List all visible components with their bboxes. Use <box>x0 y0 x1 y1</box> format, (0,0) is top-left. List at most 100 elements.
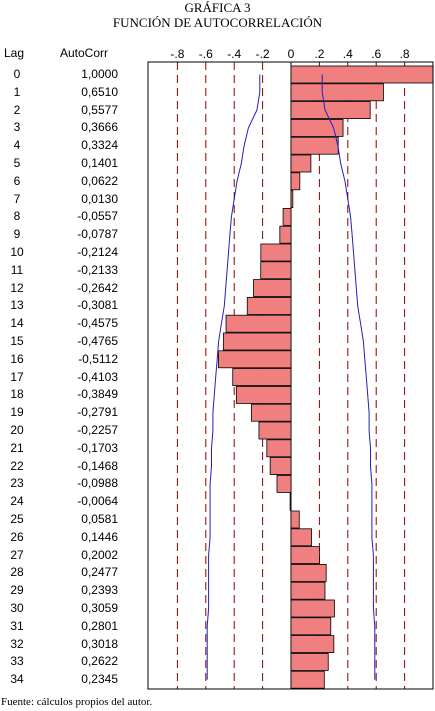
bar <box>290 564 327 582</box>
autocorr-value: -0,2642 <box>77 280 118 295</box>
lag-label: 13 <box>10 298 24 313</box>
bar <box>290 154 312 173</box>
lag-label: 34 <box>10 672 24 687</box>
autocorr-value: 0,2393 <box>81 583 118 598</box>
x-tick-label: 0 <box>288 47 295 61</box>
confidence-bounds <box>206 74 376 680</box>
autocorr-value: 0,2477 <box>81 565 118 580</box>
autocorr-value: -0,1468 <box>77 458 118 473</box>
autocorr-value: -0,4103 <box>77 369 118 384</box>
source-footnote: Fuente: cálculos propios del autor. <box>1 696 153 708</box>
chart-title-line2: FUNCIÓN DE AUTOCORRELACIÓN <box>112 15 323 30</box>
autocorr-value: 0,2002 <box>81 547 118 562</box>
lag-label: 10 <box>10 245 24 259</box>
lag-label: 8 <box>13 209 21 224</box>
lag-label: 4 <box>13 138 21 153</box>
lag-label: 0 <box>13 67 21 81</box>
lag-label: 12 <box>10 280 24 295</box>
bar <box>266 439 292 458</box>
autocorr-column-header: AutoCorr <box>60 46 109 60</box>
lag-column-header: Lag <box>4 46 25 60</box>
bar <box>290 83 384 102</box>
lag-label: 2 <box>13 102 21 117</box>
lower-bound-line <box>206 74 261 680</box>
autocorr-value: -0,4765 <box>77 334 118 348</box>
lag-label: 1 <box>13 84 21 99</box>
autocorr-value: 0,0622 <box>81 173 118 188</box>
chart-title-line1: GRÁFICA 3 <box>184 0 251 15</box>
plot-frame <box>147 61 434 690</box>
bar <box>260 243 292 262</box>
autocorr-value: -0,2124 <box>77 245 118 259</box>
autocorr-value: 0,6510 <box>81 84 118 99</box>
autocorr-value: -0,1703 <box>77 440 118 455</box>
bar <box>235 385 292 404</box>
lag-label: 5 <box>13 156 21 170</box>
autocorr-value: 0,3018 <box>81 636 118 651</box>
autocorr-value: 0,1446 <box>81 529 118 544</box>
autocorr-value: 0,2801 <box>81 618 118 633</box>
lag-label: 28 <box>10 565 24 580</box>
bar <box>290 172 301 191</box>
autocorr-value: 0,2622 <box>81 654 118 669</box>
upper-bound-line <box>321 74 376 680</box>
autocorr-value: -0,3081 <box>77 298 118 313</box>
autocorr-value: -0,2133 <box>77 262 118 277</box>
x-tick-label: -.6 <box>199 47 213 61</box>
x-tick-label: -.2 <box>256 47 270 61</box>
lag-label: 31 <box>10 618 24 633</box>
bar <box>260 261 292 280</box>
autocorr-value: 0,0581 <box>81 512 118 526</box>
lag-label: 19 <box>10 405 24 420</box>
autocorr-value: -0,2791 <box>77 405 118 420</box>
bar <box>290 101 371 119</box>
bar <box>250 403 292 422</box>
autocorr-value: -0,0988 <box>77 476 118 491</box>
bars <box>218 65 434 689</box>
bar <box>290 119 344 137</box>
lag-label: 29 <box>10 583 24 598</box>
lag-label: 9 <box>13 227 21 242</box>
lag-label: 22 <box>10 458 24 473</box>
autocorr-value: 0,3666 <box>81 120 118 135</box>
bar <box>282 207 292 226</box>
bar <box>222 332 292 351</box>
lag-label: 33 <box>10 654 24 669</box>
bar <box>218 350 292 369</box>
lag-label: 21 <box>10 440 24 455</box>
bar <box>269 457 292 476</box>
bar <box>290 546 320 564</box>
lag-label: 27 <box>10 547 24 562</box>
bar <box>290 528 312 547</box>
lag-label: 17 <box>10 369 24 384</box>
x-tick-labels: -.8 -.6 -.4 -.2 0 .2 .4 .6 .8 <box>170 47 410 61</box>
autocorr-value: 0,5577 <box>81 102 118 117</box>
x-tick-label: .2 <box>314 47 324 61</box>
bar <box>290 510 300 529</box>
bar <box>253 279 292 298</box>
lag-label: 30 <box>10 601 24 615</box>
autocorr-value: 0,3059 <box>81 601 118 615</box>
x-tick-label: .4 <box>343 47 353 61</box>
lag-label: 20 <box>10 423 24 437</box>
lag-label: 11 <box>10 262 24 277</box>
lag-label: 15 <box>10 334 24 348</box>
bar <box>290 599 335 618</box>
lag-label: 23 <box>10 476 24 491</box>
autocorr-value: 1,0000 <box>81 67 118 81</box>
autocorr-value: 0,2345 <box>81 672 118 687</box>
autocorr-value: -0,0064 <box>77 494 118 509</box>
bar <box>290 670 325 689</box>
lag-label: 24 <box>10 494 24 509</box>
autocorr-value: -0,4575 <box>77 316 118 331</box>
lag-label: 18 <box>10 387 24 402</box>
lag-label: 6 <box>13 173 21 188</box>
lag-label: 7 <box>13 191 21 206</box>
lag-label: 26 <box>10 529 24 544</box>
bar <box>290 581 326 600</box>
x-tick-label: -.4 <box>227 47 241 61</box>
bar <box>289 492 292 511</box>
bar <box>290 653 329 671</box>
bar <box>290 635 335 653</box>
x-tick-label: -.8 <box>170 47 184 61</box>
